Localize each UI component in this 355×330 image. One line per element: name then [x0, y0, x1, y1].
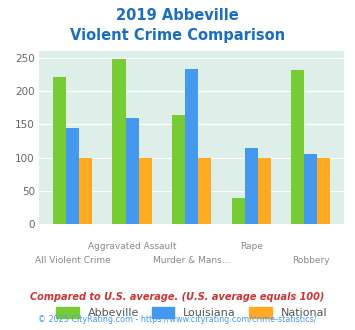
Bar: [79, 158, 92, 224]
Bar: [185, 69, 198, 224]
Bar: [139, 158, 152, 224]
Legend: Abbeville, Louisiana, National: Abbeville, Louisiana, National: [52, 303, 332, 323]
Text: Murder & Mans...: Murder & Mans...: [153, 256, 230, 265]
Text: 2019 Abbeville: 2019 Abbeville: [116, 8, 239, 23]
Text: Violent Crime Comparison: Violent Crime Comparison: [70, 28, 285, 43]
Text: Rape: Rape: [240, 243, 263, 251]
Bar: [126, 118, 139, 224]
Bar: [304, 154, 317, 224]
Text: Robbery: Robbery: [292, 256, 330, 265]
Bar: [291, 70, 304, 224]
Text: © 2025 CityRating.com - https://www.cityrating.com/crime-statistics/: © 2025 CityRating.com - https://www.city…: [38, 315, 317, 324]
Bar: [113, 59, 126, 224]
Bar: [317, 158, 331, 224]
Bar: [231, 198, 245, 224]
Bar: [53, 77, 66, 224]
Text: Compared to U.S. average. (U.S. average equals 100): Compared to U.S. average. (U.S. average …: [30, 292, 325, 302]
Bar: [245, 148, 258, 224]
Text: Aggravated Assault: Aggravated Assault: [88, 243, 176, 251]
Text: All Violent Crime: All Violent Crime: [35, 256, 110, 265]
Bar: [258, 158, 271, 224]
Bar: [198, 158, 211, 224]
Bar: [66, 128, 79, 224]
Bar: [172, 115, 185, 224]
